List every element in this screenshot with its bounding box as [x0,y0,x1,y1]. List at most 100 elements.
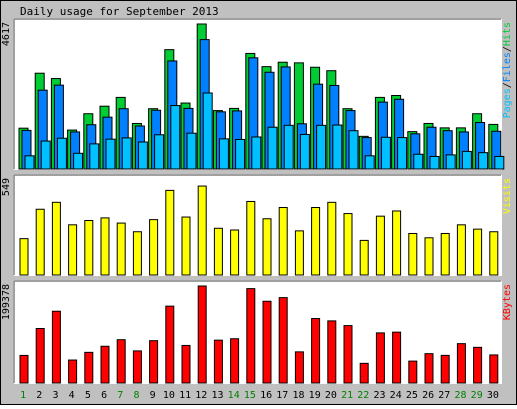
pages-files-hits-legend: Pages/Files/Hits [502,22,513,118]
chart-title: Daily usage for September 2013 [20,5,219,18]
pages-bar [154,134,165,170]
visits-bar [100,217,110,276]
kbytes-bar [262,300,272,384]
pages-files-hits-legend-part: Pages [502,88,513,118]
kbytes-legend-part: KBytes [502,284,513,320]
day-tick-label: 14 [228,390,240,401]
visits-bar [359,239,369,276]
kbytes-bar [408,360,418,384]
day-tick-label: 23 [373,390,385,401]
visits-bar [456,224,466,276]
pages-bar [121,137,132,170]
kbytes-bar [68,359,78,384]
kbytes-bar [132,350,142,384]
day-tick-label: 21 [341,390,353,401]
pages-bar [56,137,67,170]
kbytes-bar [440,354,450,384]
visits-bar [149,219,159,276]
kbytes-bar [149,340,159,384]
visits-bar [473,228,483,276]
day-tick-label: 7 [117,390,123,401]
visits-bar [440,232,450,276]
day-tick-label: 2 [36,390,42,401]
day-tick-label: 8 [133,390,139,401]
visits-panel [15,176,501,275]
pages-bar [73,152,84,170]
pages-bar [137,141,148,170]
pages-bar [40,140,51,170]
pages-bar [397,137,408,170]
day-tick-label: 15 [244,390,256,401]
day-tick-label: 18 [292,390,304,401]
kbytes-bar [473,346,483,384]
day-tick-label: 24 [390,390,402,401]
day-tick-label: 12 [195,390,207,401]
kbytes-bar [230,338,240,384]
pages-bar [316,124,327,170]
kbytes-bar [165,305,175,384]
kbytes-bar [213,339,223,384]
day-tick-label: 27 [438,390,450,401]
visits-bar [246,200,256,276]
visits-bar [116,222,126,276]
pages-files-hits-legend-part: / [502,82,513,88]
pages-bar [170,105,181,170]
pages-bar [413,153,424,170]
pages-bar [429,155,440,170]
day-tick-label: 25 [406,390,418,401]
day-tick-label: 9 [150,390,156,401]
kbytes-bar [51,310,61,384]
visits-bar [311,207,321,276]
pages-files-hits-legend-part: Files [502,52,513,82]
visits-bar [51,201,61,276]
kbytes-bar [392,331,402,384]
day-tick-label: 6 [101,390,107,401]
visits-axis-max-label: 549 [1,178,12,196]
pages-bar [105,138,116,170]
kbytes-bar [19,354,29,384]
pages-bar [478,152,489,170]
pages-bar [89,143,100,170]
pages-bar [380,136,391,170]
day-tick-label: 10 [163,390,175,401]
visits-bar [278,207,288,276]
day-tick-label: 28 [454,390,466,401]
pages-bar [218,138,229,170]
visits-bar [392,210,402,276]
kbytes-bar [343,325,353,384]
pages-bar [348,130,359,170]
kbytes-panel [15,282,501,383]
visits-bar [19,238,29,276]
pages-bar [299,133,310,170]
pages-bar [251,136,262,170]
day-tick-label: 20 [325,390,337,401]
kbytes-bar [489,354,499,384]
visits-bar [230,229,240,276]
day-tick-label: 13 [211,390,223,401]
pages-bar [202,92,213,170]
visits-bar [68,224,78,276]
pages-bar [24,155,35,170]
visits-bar [294,230,304,276]
day-tick-label: 26 [422,390,434,401]
day-tick-label: 29 [471,390,483,401]
day-tick-label: 19 [309,390,321,401]
day-tick-label: 16 [260,390,272,401]
visits-bar [181,216,191,276]
pages-bar [461,150,472,170]
kbytes-bar [100,345,110,384]
day-tick-label: 22 [357,390,369,401]
visits-bar [165,189,175,276]
hits-axis-max-label: 4617 [1,22,12,46]
pages-bar [283,124,294,170]
visits-bar [327,201,337,276]
pages-bar [364,155,375,170]
visits-bar [408,232,418,276]
visits-legend: Visits [502,178,513,214]
day-tick-label: 11 [179,390,191,401]
kbytes-axis-max-label: 199378 [1,284,12,320]
visits-bar [343,213,353,276]
day-tick-label: 3 [52,390,58,401]
